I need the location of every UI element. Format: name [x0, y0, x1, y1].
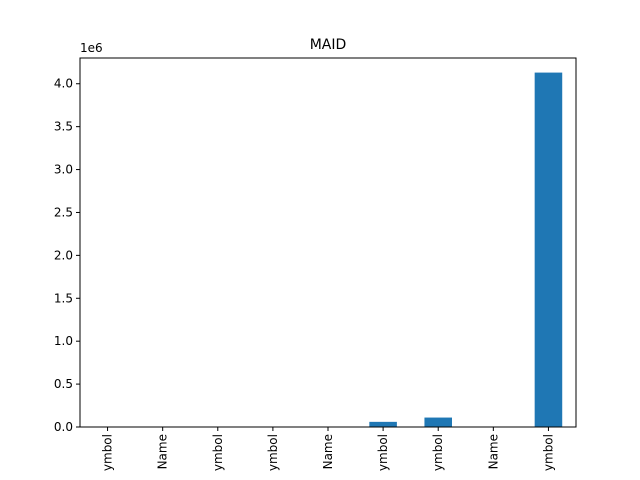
bar-5 — [369, 421, 397, 427]
y-tick-label: 2.5 — [54, 205, 73, 219]
x-tick-label: ymbol — [541, 434, 555, 471]
plot-frame — [79, 57, 577, 428]
y-tick-label: 2.0 — [54, 248, 73, 262]
x-tick-label: Name — [486, 434, 500, 469]
x-tick-label: ymbol — [376, 434, 390, 471]
y-tick-label: 1.0 — [54, 334, 73, 348]
y-axis-offset-label: 1e6 — [80, 41, 103, 55]
y-axis: 0.0 0.5 1.0 1.5 2.0 2.5 3.0 3.5 4.0 — [54, 77, 80, 434]
x-tick-label: Name — [156, 434, 170, 469]
y-tick-label: 0.0 — [54, 420, 73, 434]
chart-title: MAID — [310, 37, 347, 53]
bar-6 — [424, 417, 452, 427]
x-tick-label: ymbol — [211, 434, 225, 471]
x-tick-label: ymbol — [266, 434, 280, 471]
y-tick-label: 3.5 — [54, 120, 73, 134]
y-tick-label: 1.5 — [54, 291, 73, 305]
x-tick-label: ymbol — [101, 434, 115, 471]
y-tick-label: 4.0 — [54, 77, 73, 91]
x-tick-label: Name — [321, 434, 335, 469]
y-tick-label: 3.0 — [54, 163, 73, 177]
bar-8 — [534, 72, 563, 427]
x-axis: ymbol Name ymbol ymbol Name ymbol ymbol Name ymb… — [101, 427, 555, 471]
x-tick-label: ymbol — [431, 434, 445, 471]
y-tick-label: 0.5 — [54, 377, 73, 391]
bars-group — [369, 72, 563, 427]
